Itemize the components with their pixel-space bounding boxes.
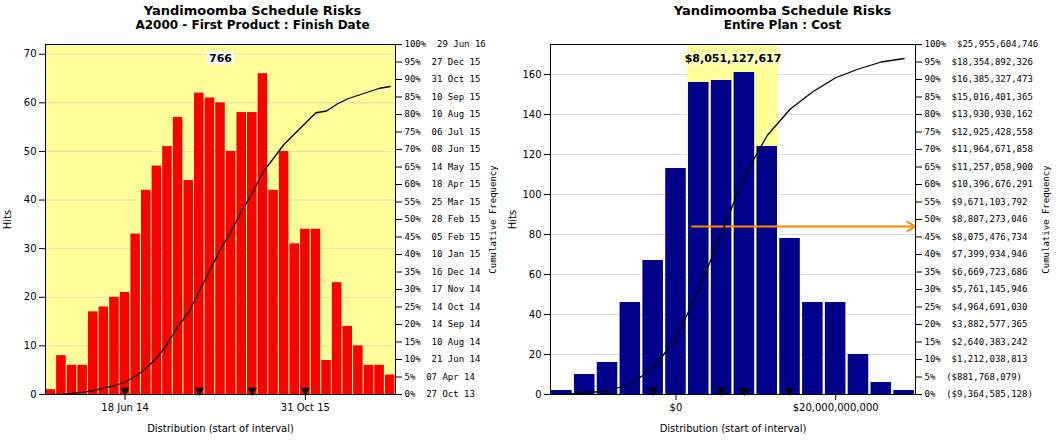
svg-text:85% 10 Sep 15: 85% 10 Sep 15 bbox=[405, 92, 481, 102]
svg-text:0: 0 bbox=[30, 389, 36, 400]
svg-text:70% 08 Jun 15: 70% 08 Jun 15 bbox=[405, 144, 481, 154]
svg-text:Hits: Hits bbox=[507, 210, 518, 229]
svg-text:60% 18 Apr 15: 60% 18 Apr 15 bbox=[405, 179, 481, 189]
svg-text:140: 140 bbox=[522, 109, 541, 120]
svg-text:5% 07 Apr 14: 5% 07 Apr 14 bbox=[405, 372, 475, 382]
html-text:Yandimoomba Schedule Risks: Yandimoomba Schedule Risks bbox=[673, 3, 892, 18]
svg-text:Cumulative Frequency: Cumulative Frequency bbox=[1041, 165, 1051, 274]
svg-text:$0: $0 bbox=[670, 402, 683, 413]
svg-text:40% $7,399,934,946: 40% $7,399,934,946 bbox=[925, 249, 1028, 259]
svg-text:75% 06 Jul 15: 75% 06 Jul 15 bbox=[405, 127, 481, 137]
svg-text:25% 14 Oct 14: 25% 14 Oct 14 bbox=[405, 302, 481, 312]
svg-text:30% 17 Nov 14: 30% 17 Nov 14 bbox=[405, 284, 481, 294]
svg-text:40% 10 Jan 15: 40% 10 Jan 15 bbox=[405, 249, 481, 259]
svg-text:$20,000,000,000: $20,000,000,000 bbox=[793, 402, 879, 413]
svg-text:95% $18,354,892,326: 95% $18,354,892,326 bbox=[925, 57, 1033, 67]
svg-text:50% $8,807,273,046: 50% $8,807,273,046 bbox=[925, 214, 1028, 224]
svg-text:80% $13,930,930,162: 80% $13,930,930,162 bbox=[925, 109, 1033, 119]
svg-text:0% ($9,364,585,128): 0% ($9,364,585,128) bbox=[925, 389, 1033, 399]
svg-text:20% $3,882,577,365: 20% $3,882,577,365 bbox=[925, 319, 1028, 329]
svg-text:Cumulative Frequency: Cumulative Frequency bbox=[488, 165, 498, 274]
svg-text:55% 25 Mar 15: 55% 25 Mar 15 bbox=[405, 197, 481, 207]
svg-text:35% 16 Dec 14: 35% 16 Dec 14 bbox=[405, 267, 481, 277]
svg-text:20% 14 Sep 14: 20% 14 Sep 14 bbox=[405, 319, 481, 329]
svg-text:10: 10 bbox=[24, 340, 37, 351]
html-text:Entire Plan : Cost: Entire Plan : Cost bbox=[723, 18, 842, 32]
svg-text:80: 80 bbox=[529, 229, 542, 240]
svg-text:100% 29 Jun 16: 100% 29 Jun 16 bbox=[405, 39, 486, 49]
svg-text:55% $9,671,103,792: 55% $9,671,103,792 bbox=[925, 197, 1028, 207]
svg-text:75% $12,925,428,558: 75% $12,925,428,558 bbox=[925, 127, 1033, 137]
svg-text:20: 20 bbox=[529, 349, 542, 360]
svg-text:0% 27 Oct 13: 0% 27 Oct 13 bbox=[405, 389, 475, 399]
svg-text:60% $10,396,676,291: 60% $10,396,676,291 bbox=[925, 179, 1033, 189]
svg-text:10% $1,212,038,813: 10% $1,212,038,813 bbox=[925, 354, 1028, 364]
svg-text:40: 40 bbox=[529, 309, 542, 320]
svg-text:45% $8,075,476,734: 45% $8,075,476,734 bbox=[925, 232, 1028, 242]
html-text:Yandimoomba Schedule Risks: Yandimoomba Schedule Risks bbox=[143, 3, 362, 18]
svg-text:60: 60 bbox=[24, 97, 37, 108]
svg-text:120: 120 bbox=[522, 149, 541, 160]
svg-text:31 Oct 15: 31 Oct 15 bbox=[281, 402, 330, 413]
svg-text:15% $2,640,383,242: 15% $2,640,383,242 bbox=[925, 337, 1028, 347]
svg-text:766: 766 bbox=[209, 52, 232, 65]
svg-text:65% 14 May 15: 65% 14 May 15 bbox=[405, 162, 481, 172]
svg-text:Hits: Hits bbox=[2, 210, 13, 229]
svg-text:20: 20 bbox=[24, 291, 37, 302]
svg-text:100% $25,955,604,746: 100% $25,955,604,746 bbox=[925, 39, 1039, 49]
svg-text:40: 40 bbox=[24, 194, 37, 205]
svg-text:60: 60 bbox=[529, 269, 542, 280]
svg-text:90% 31 Oct 15: 90% 31 Oct 15 bbox=[405, 74, 481, 84]
svg-text:18 Jun 14: 18 Jun 14 bbox=[101, 402, 148, 413]
svg-text:30: 30 bbox=[24, 243, 37, 254]
svg-text:65% $11,257,058,900: 65% $11,257,058,900 bbox=[925, 162, 1033, 172]
svg-text:10% 21 Jun 14: 10% 21 Jun 14 bbox=[405, 354, 481, 364]
svg-text:30% $5,761,145,946: 30% $5,761,145,946 bbox=[925, 284, 1028, 294]
svg-text:85% $15,016,401,365: 85% $15,016,401,365 bbox=[925, 92, 1033, 102]
svg-text:50% 28 Feb 15: 50% 28 Feb 15 bbox=[405, 214, 481, 224]
svg-text:Distribution (start of interva: Distribution (start of interval) bbox=[660, 423, 807, 434]
svg-text:$8,051,127,617: $8,051,127,617 bbox=[685, 52, 782, 65]
svg-text:0: 0 bbox=[535, 389, 541, 400]
svg-text:100: 100 bbox=[522, 189, 541, 200]
svg-text:95% 27 Dec 15: 95% 27 Dec 15 bbox=[405, 57, 481, 67]
svg-text:25% $4,964,691,030: 25% $4,964,691,030 bbox=[925, 302, 1028, 312]
svg-text:80% 10 Aug 15: 80% 10 Aug 15 bbox=[405, 109, 481, 119]
svg-text:Distribution (start of interva: Distribution (start of interval) bbox=[147, 423, 294, 434]
html-text:A2000 - First Product : Finish: A2000 - First Product : Finish Date bbox=[135, 18, 370, 32]
svg-text:15% 10 Aug 14: 15% 10 Aug 14 bbox=[405, 337, 481, 347]
svg-text:5% ($881,768,079): 5% ($881,768,079) bbox=[925, 372, 1023, 382]
svg-text:70% $11,964,671,858: 70% $11,964,671,858 bbox=[925, 144, 1033, 154]
svg-text:50: 50 bbox=[24, 146, 37, 157]
svg-text:90% $16,385,327,473: 90% $16,385,327,473 bbox=[925, 74, 1033, 84]
svg-text:35% $6,669,723,686: 35% $6,669,723,686 bbox=[925, 267, 1028, 277]
svg-text:160: 160 bbox=[522, 69, 541, 80]
svg-text:70: 70 bbox=[24, 48, 37, 59]
svg-text:45% 05 Feb 15: 45% 05 Feb 15 bbox=[405, 232, 481, 242]
